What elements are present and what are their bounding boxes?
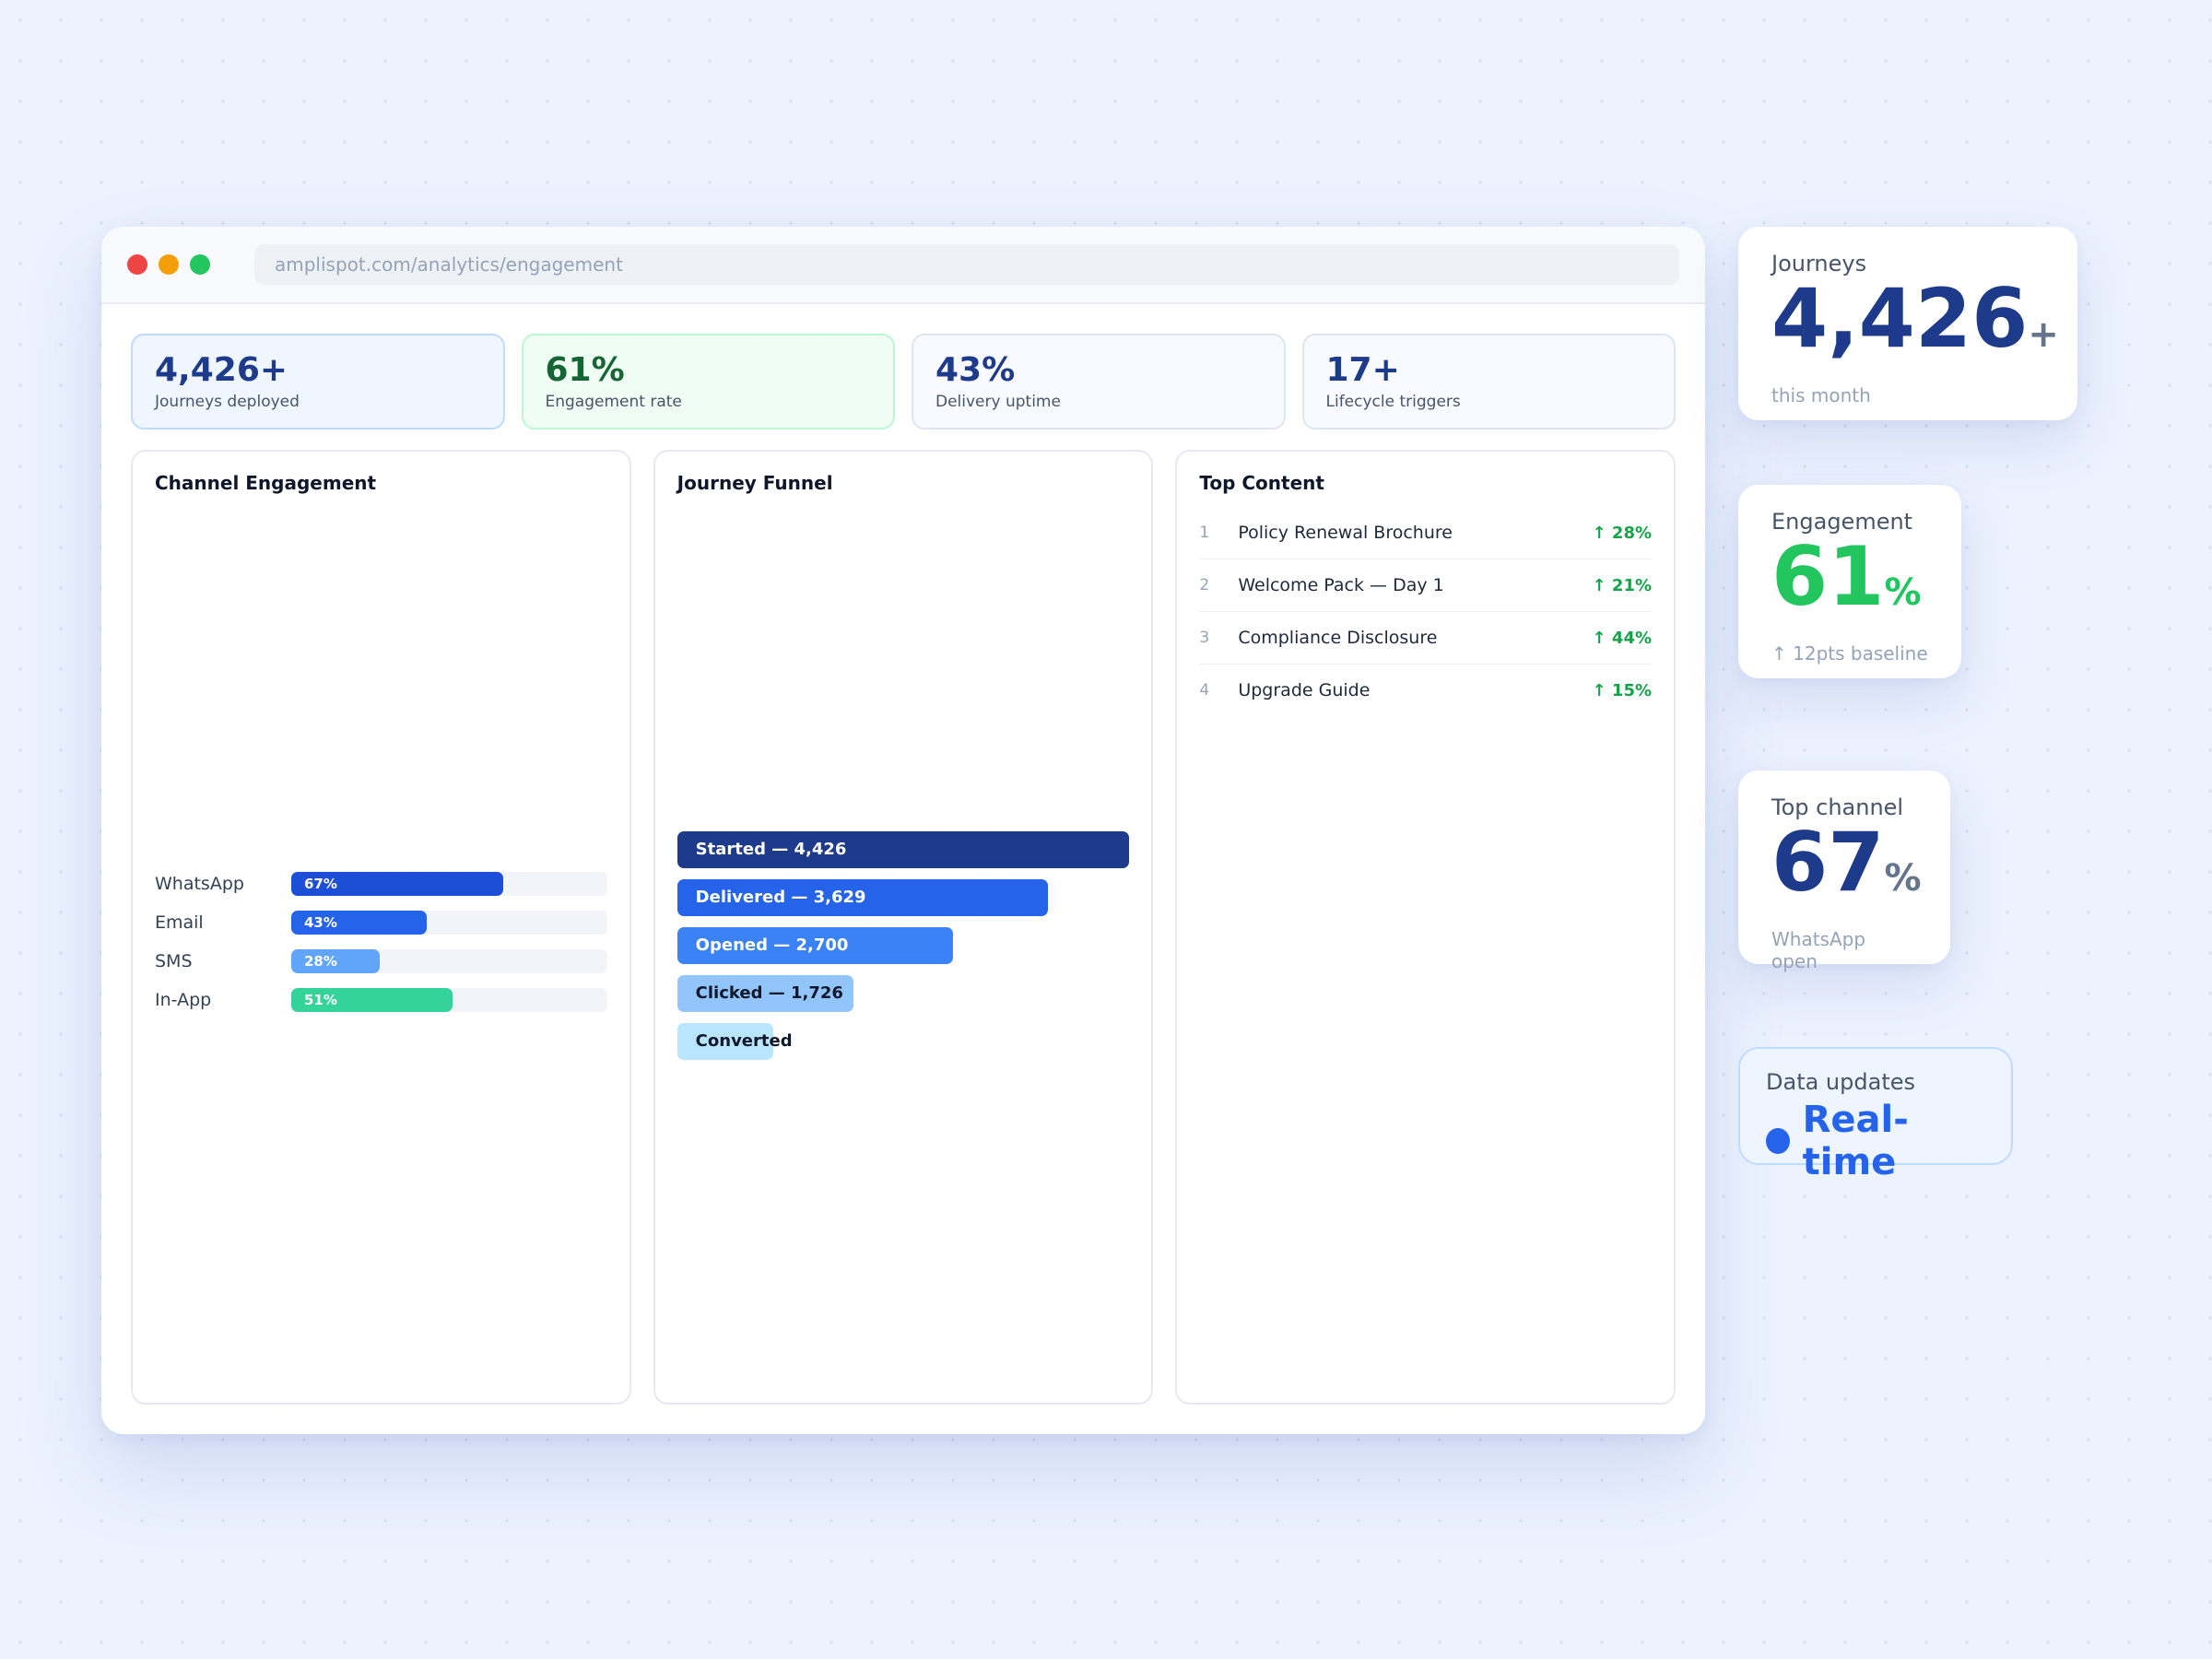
channel-label: Email <box>155 912 204 933</box>
content-name: Compliance Disclosure <box>1238 628 1438 648</box>
kpi-delivery-uptime: 43% Delivery uptime <box>912 334 1286 429</box>
content-row[interactable]: 4 Upgrade Guide ↑ 15% <box>1199 665 1652 716</box>
content-row[interactable]: 3 Compliance Disclosure ↑ 44% <box>1199 612 1653 665</box>
content-delta: ↑ 44% <box>1592 628 1653 648</box>
content-row[interactable]: 1 Policy Renewal Brochure ↑ 28% <box>1199 507 1653 559</box>
card-suffix: % <box>1884 857 1922 900</box>
card-label: Engagement <box>1771 509 1913 535</box>
kpi-journeys-deployed: 4,426+ Journeys deployed <box>131 334 505 429</box>
channel-label: SMS <box>155 951 193 971</box>
card-value: 67 <box>1771 815 1885 910</box>
kpi-label: Lifecycle triggers <box>1325 393 1461 411</box>
kpi-row: 4,426+ Journeys deployed 61% Engagement … <box>131 334 1676 429</box>
content-name: Welcome Pack — Day 1 <box>1238 575 1444 595</box>
channel-bars: WhatsApp 67% Email 43% SMS 28% In-App 51% <box>155 865 607 1019</box>
card-suffix: + <box>2028 313 2059 356</box>
funnel-stage-bar: Opened — 2,700 <box>677 927 953 964</box>
content-name: Upgrade Guide <box>1238 680 1371 700</box>
engagement-card: Engagement 61% ↑ 12pts baseline <box>1738 485 1961 678</box>
card-label: Top channel <box>1771 794 1904 820</box>
funnel-bars: Started — 4,426 Delivered — 3,629 Opened —… <box>677 831 1130 1071</box>
content-rank: 4 <box>1199 681 1210 700</box>
close-window-button[interactable] <box>127 254 147 275</box>
data-updates-card: Data updates Real-time <box>1738 1047 2013 1183</box>
content-delta: ↑ 21% <box>1592 575 1653 595</box>
channel-label: WhatsApp <box>155 874 244 894</box>
content-delta: ↑ 28% <box>1592 523 1653 543</box>
funnel-stage-bar: Converted <box>677 1023 793 1060</box>
address-bar[interactable]: amplispot.com/analytics/engagement <box>254 244 1679 285</box>
browser-toolbar: amplispot.com/analytics/engagement <box>101 227 1705 304</box>
channel-row: SMS 28% <box>155 942 607 981</box>
top-content-panel: Top Content 1 Policy Renewal Brochure ↑ 28… <box>1175 450 1677 1405</box>
kpi-engagement-rate: 61% Engagement rate <box>521 334 895 429</box>
channel-bar-track: 43% <box>291 911 607 935</box>
content-name: Policy Renewal Brochure <box>1238 523 1453 543</box>
card-subtext: ↑ 12pts baseline <box>1771 642 1928 665</box>
channel-row: Email 43% <box>155 903 607 942</box>
panel-title: Journey Funnel <box>677 472 833 494</box>
card-value: Real-time <box>1802 1099 1909 1183</box>
channel-bar-fill: 28% <box>291 949 380 973</box>
channel-row: WhatsApp 67% <box>155 865 607 903</box>
funnel-stage-bar: Started — 4,426 <box>677 831 1130 868</box>
channel-bar-fill: 51% <box>291 988 453 1012</box>
kpi-label: Journeys deployed <box>155 393 300 411</box>
funnel-stage-bar: Delivered — 3,629 <box>677 879 1048 916</box>
minimize-window-button[interactable] <box>159 254 179 275</box>
kpi-lifecycle-triggers: 17+ Lifecycle triggers <box>1301 334 1676 429</box>
content-rank: 3 <box>1199 629 1210 647</box>
content-rank: 1 <box>1199 524 1210 542</box>
kpi-value: 61% <box>545 351 625 389</box>
funnel-stage-bar: Clicked — 1,726 <box>677 975 854 1012</box>
card-value: 61 <box>1771 529 1885 624</box>
live-status-dot-icon <box>1766 1128 1790 1154</box>
kpi-value: 4,426+ <box>155 351 288 389</box>
channel-bar-track: 51% <box>291 988 607 1012</box>
top-content-list: 1 Policy Renewal Brochure ↑ 28% 2 Welcome Pa… <box>1199 507 1653 716</box>
card-value: 4,426 <box>1771 271 2029 366</box>
channel-bar-fill: 67% <box>291 872 503 896</box>
panel-row: Channel Engagement WhatsApp 67% Email 43% SM… <box>131 450 1677 1405</box>
content-delta: ↑ 15% <box>1592 680 1653 700</box>
card-subtext: this month <box>1771 384 1871 406</box>
card-label: Journeys <box>1771 251 1867 276</box>
url-text: amplispot.com/analytics/engagement <box>275 253 623 276</box>
browser-window: amplispot.com/analytics/engagement 4,426… <box>101 227 1705 1434</box>
channel-row: In-App 51% <box>155 981 607 1019</box>
panel-title: Top Content <box>1199 472 1324 494</box>
content-row[interactable]: 2 Welcome Pack — Day 1 ↑ 21% <box>1199 559 1653 612</box>
maximize-window-button[interactable] <box>190 254 210 275</box>
channel-bar-track: 28% <box>291 949 607 973</box>
panel-title: Channel Engagement <box>155 472 377 494</box>
top-channel-card: Top channel 67% WhatsApp open <box>1738 771 1950 972</box>
card-suffix: % <box>1884 571 1922 614</box>
kpi-label: Delivery uptime <box>935 393 1061 411</box>
kpi-value: 17+ <box>1325 351 1400 389</box>
channel-engagement-panel: Channel Engagement WhatsApp 67% Email 43% SM… <box>131 450 631 1405</box>
card-subtext: WhatsApp open <box>1771 928 1866 972</box>
channel-bar-track: 67% <box>291 872 607 896</box>
kpi-value: 43% <box>935 351 1016 389</box>
journey-funnel-panel: Journey Funnel Started — 4,426 Delivered … <box>653 450 1154 1405</box>
content-rank: 2 <box>1199 576 1210 594</box>
journeys-card: Journeys 4,426+ this month <box>1738 227 2077 420</box>
channel-bar-fill: 43% <box>291 911 428 935</box>
kpi-label: Engagement rate <box>545 393 682 411</box>
channel-label: In-App <box>155 990 212 1010</box>
card-label: Data updates <box>1766 1069 1915 1095</box>
